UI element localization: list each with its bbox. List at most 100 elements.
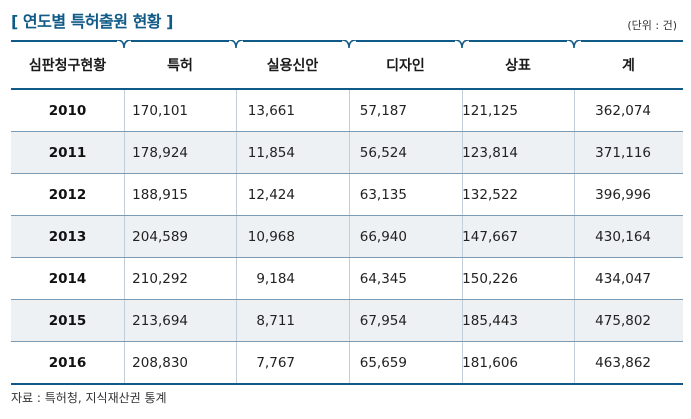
- cell-utility-model: 9,184: [256, 270, 295, 287]
- column-divider: [236, 300, 237, 341]
- header-utility-model: 실용신안: [266, 58, 319, 74]
- column-divider: [349, 258, 350, 299]
- table-row: 2016 208,830 7,767 65,659 181,606 463,862: [11, 342, 683, 385]
- cell-utility-model: 13,661: [247, 102, 295, 119]
- column-divider: [124, 90, 125, 131]
- column-divider: [462, 342, 463, 383]
- cell-year: 2013: [48, 228, 87, 245]
- cell-design: 56,524: [359, 144, 407, 161]
- cell-utility-model: 10,968: [247, 228, 295, 245]
- header-category: 심판청구현황: [28, 58, 107, 74]
- cell-design: 63,135: [359, 186, 407, 203]
- header-divider: [229, 40, 243, 50]
- column-divider: [124, 174, 125, 215]
- table-row: 2015 213,694 8,711 67,954 185,443 475,802: [11, 300, 683, 342]
- cell-design: 67,954: [359, 312, 407, 329]
- column-divider: [574, 300, 575, 341]
- column-divider: [349, 132, 350, 173]
- column-divider: [124, 132, 125, 173]
- cell-patent: 210,292: [132, 270, 188, 287]
- cell-total: 371,116: [595, 144, 651, 161]
- cell-total: 430,164: [595, 228, 651, 245]
- cell-utility-model: 12,424: [247, 186, 295, 203]
- cell-year: 2010: [48, 102, 87, 119]
- cell-trademark: 121,125: [462, 102, 518, 119]
- cell-trademark: 147,667: [462, 228, 518, 245]
- cell-trademark: 185,443: [462, 312, 518, 329]
- column-divider: [236, 90, 237, 131]
- header-divider: [117, 40, 131, 50]
- cell-trademark: 150,226: [462, 270, 518, 287]
- cell-total: 475,802: [595, 312, 651, 329]
- cell-design: 64,345: [359, 270, 407, 287]
- cell-trademark: 132,522: [462, 186, 518, 203]
- column-divider: [462, 90, 463, 131]
- header-trademark: 상표: [505, 58, 531, 74]
- table-header-row: 심판청구현황 특허 실용신안 디자인 상표 계: [11, 40, 683, 90]
- header-divider: [567, 40, 581, 50]
- table-row: 2011 178,924 11,854 56,524 123,814 371,116: [11, 132, 683, 174]
- column-divider: [236, 342, 237, 383]
- column-divider: [574, 258, 575, 299]
- header-total: 계: [622, 58, 635, 74]
- column-divider: [462, 132, 463, 173]
- column-divider: [462, 258, 463, 299]
- cell-trademark: 181,606: [462, 354, 518, 371]
- cell-year: 2012: [48, 186, 87, 203]
- header-divider: [342, 40, 356, 50]
- column-divider: [349, 216, 350, 257]
- patent-application-table: 심판청구현황 특허 실용신안 디자인 상표 계 2010 170,101 13,661 57,1…: [11, 40, 683, 385]
- column-divider: [349, 342, 350, 383]
- cell-patent: 178,924: [132, 144, 188, 161]
- column-divider: [124, 216, 125, 257]
- column-divider: [574, 90, 575, 131]
- column-divider: [574, 174, 575, 215]
- column-divider: [574, 132, 575, 173]
- cell-patent: 188,915: [132, 186, 188, 203]
- table-body: 2010 170,101 13,661 57,187 121,125 362,074 201…: [11, 90, 683, 385]
- cell-total: 396,996: [595, 186, 651, 203]
- cell-patent: 213,694: [132, 312, 188, 329]
- column-divider: [462, 300, 463, 341]
- column-divider: [349, 300, 350, 341]
- cell-design: 65,659: [359, 354, 407, 371]
- column-divider: [462, 174, 463, 215]
- cell-total: 434,047: [595, 270, 651, 287]
- column-divider: [124, 258, 125, 299]
- column-divider: [462, 216, 463, 257]
- cell-utility-model: 7,767: [256, 354, 295, 371]
- cell-year: 2015: [48, 312, 87, 329]
- table-row: 2012 188,915 12,424 63,135 132,522 396,996: [11, 174, 683, 216]
- table-title: [ 연도별 특허출원 현황 ]: [11, 12, 173, 31]
- column-divider: [236, 216, 237, 257]
- column-divider: [574, 342, 575, 383]
- cell-design: 57,187: [359, 102, 407, 119]
- cell-utility-model: 11,854: [247, 144, 295, 161]
- table-row: 2010 170,101 13,661 57,187 121,125 362,074: [11, 90, 683, 132]
- cell-patent: 208,830: [132, 354, 188, 371]
- column-divider: [124, 300, 125, 341]
- cell-total: 362,074: [595, 102, 651, 119]
- cell-total: 463,862: [595, 354, 651, 371]
- cell-utility-model: 8,711: [256, 312, 295, 329]
- source-note: 자료 : 특허청, 지식재산권 통계: [11, 391, 167, 405]
- column-divider: [236, 258, 237, 299]
- cell-year: 2016: [48, 354, 87, 371]
- column-divider: [574, 216, 575, 257]
- header-design: 디자인: [386, 58, 425, 74]
- header-divider: [455, 40, 469, 50]
- column-divider: [349, 174, 350, 215]
- cell-design: 66,940: [359, 228, 407, 245]
- table-row: 2013 204,589 10,968 66,940 147,667 430,164: [11, 216, 683, 258]
- cell-patent: 204,589: [132, 228, 188, 245]
- cell-trademark: 123,814: [462, 144, 518, 161]
- column-divider: [349, 90, 350, 131]
- column-divider: [236, 174, 237, 215]
- cell-year: 2011: [48, 144, 87, 161]
- column-divider: [236, 132, 237, 173]
- table-row: 2014 210,292 9,184 64,345 150,226 434,047: [11, 258, 683, 300]
- cell-patent: 170,101: [132, 102, 188, 119]
- cell-year: 2014: [48, 270, 87, 287]
- column-divider: [124, 342, 125, 383]
- unit-label: (단위 : 건): [627, 19, 677, 32]
